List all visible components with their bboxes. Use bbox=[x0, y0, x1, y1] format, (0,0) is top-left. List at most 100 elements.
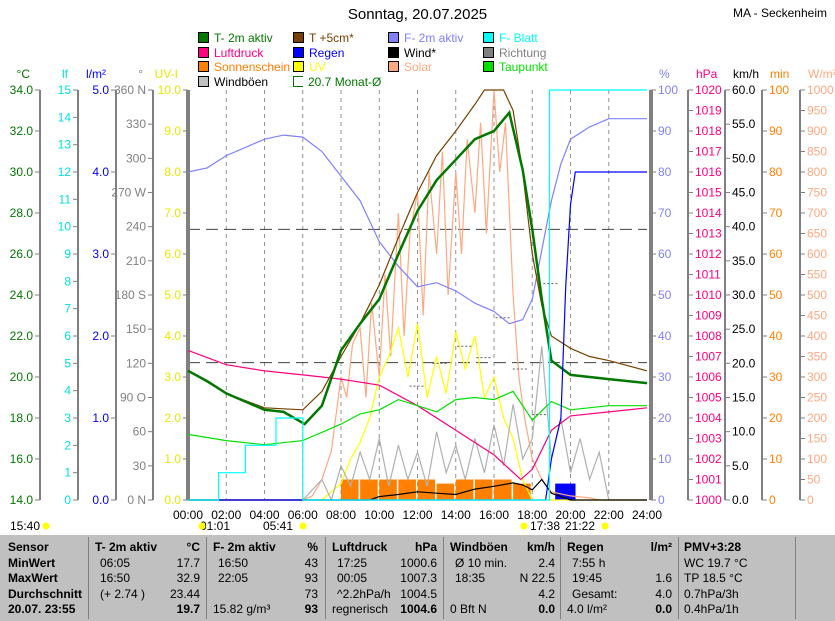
x-tick-label: 08:00 bbox=[326, 508, 356, 522]
axis-tick-label: 9.0 bbox=[164, 124, 181, 138]
series-t-2m-aktiv bbox=[187, 109, 648, 426]
axis-tick-label: 1011 bbox=[695, 268, 721, 282]
cell-value: 4.2 bbox=[538, 586, 555, 601]
axis-tick-label: 30 bbox=[133, 459, 147, 473]
column-divider bbox=[88, 537, 89, 619]
axis-tick-label: 600 bbox=[807, 247, 827, 261]
legend-label: Windböen bbox=[214, 74, 269, 89]
axis-tick-label: 8.0 bbox=[164, 165, 181, 179]
rain-bar bbox=[570, 483, 576, 500]
cell-label: 16:50 bbox=[218, 555, 249, 570]
rain-bar bbox=[566, 483, 572, 500]
cell-label: TP 18.5 °C bbox=[684, 571, 743, 585]
cell-label: 19:45 bbox=[572, 571, 603, 585]
column-header: Regen bbox=[567, 540, 604, 554]
axis-tick-label: 9 bbox=[64, 247, 71, 261]
axis-tick-label: 0 bbox=[807, 493, 814, 507]
x-tick-label: 02:00 bbox=[211, 508, 241, 522]
sunset-icon bbox=[601, 522, 609, 530]
weather-chart: 00:00 02:00 04:00 06:00 08:00 10:00 12:00 14:00… bbox=[10, 67, 835, 533]
axis-tick-label: 50 bbox=[769, 288, 783, 302]
column-divider bbox=[206, 537, 207, 619]
axis-unit-label: W/m² bbox=[808, 67, 835, 81]
station-name: MA - Seckenheim bbox=[732, 6, 827, 20]
column-header: Windböen bbox=[450, 540, 508, 554]
axis-tick-label: 1018 bbox=[695, 124, 722, 138]
legend-label: 20.7 Monat-Ø bbox=[308, 74, 382, 89]
axis-tick-label: 1012 bbox=[695, 247, 722, 261]
axis-tick-label: 240 bbox=[126, 220, 146, 234]
column-divider bbox=[325, 537, 326, 619]
axis-tick-label: 90 bbox=[769, 124, 783, 138]
axis-tick-label: 1006 bbox=[695, 370, 722, 384]
legend-swatch bbox=[198, 32, 209, 43]
axis-tick-label: 1015 bbox=[695, 186, 722, 200]
axis-tick-label: 22.0 bbox=[10, 329, 34, 343]
axis-tick-label: 60 bbox=[133, 425, 147, 439]
axis-tick-label: 1000 bbox=[807, 83, 834, 97]
legend-label: T +5cm* bbox=[309, 31, 354, 45]
sunshine-bar bbox=[341, 479, 359, 500]
legend-label: F- Blatt bbox=[499, 31, 538, 45]
cell-value: 1004.6 bbox=[400, 602, 437, 616]
series-windb-en bbox=[188, 346, 647, 502]
sunrise-icon bbox=[299, 522, 307, 530]
legend-item: Richtung bbox=[483, 46, 546, 60]
legend-swatch bbox=[198, 75, 209, 87]
legend-label: UV bbox=[309, 60, 326, 74]
axis-tick-label: 3.0 bbox=[164, 370, 181, 384]
axis-tick-label: 0 bbox=[64, 493, 71, 507]
x-tick-label: 00:00 bbox=[173, 508, 203, 522]
axis-unit-label: % bbox=[659, 67, 670, 81]
axis-tick-label: 150 bbox=[126, 322, 146, 336]
column-unit: km/h bbox=[526, 540, 555, 554]
rain-bar bbox=[562, 483, 568, 500]
axis-tick-label: 900 bbox=[807, 124, 827, 138]
axis-tick-label: 70 bbox=[769, 206, 783, 220]
stats-table: Sensor MinWert MaxWert Durchschnitt 20.07. 2… bbox=[0, 534, 835, 621]
cell-value: 1000.6 bbox=[400, 555, 437, 570]
row-label: MaxWert bbox=[8, 571, 58, 585]
axis-tick-label: 300 bbox=[807, 370, 827, 384]
axis-tick-label: 1 bbox=[64, 466, 71, 480]
legend-label: Solar bbox=[404, 60, 433, 74]
axis-tick-label: 1005 bbox=[695, 391, 722, 405]
event-time: 05:41 bbox=[263, 519, 293, 533]
axis-tick-label: 1009 bbox=[695, 309, 722, 323]
rain-bar bbox=[555, 483, 561, 500]
axis-tick-label: 1016 bbox=[695, 165, 722, 179]
axis-tick-label: 5.0 bbox=[732, 459, 749, 473]
cell-label: 15.82 g/m³ bbox=[213, 602, 271, 616]
axis-tick-label: 7 bbox=[64, 302, 71, 316]
cell-label: 18:35 bbox=[455, 571, 486, 585]
axis-tick-label: 360 N bbox=[114, 83, 146, 97]
column-unit: % bbox=[307, 540, 318, 554]
page-title: Sonntag, 20.07.2025 bbox=[347, 6, 488, 23]
column-divider bbox=[443, 537, 444, 619]
column-header: Luftdruck bbox=[332, 540, 388, 554]
axis-unit-label: hPa bbox=[696, 67, 718, 81]
axis-unit-label: km/h bbox=[733, 67, 759, 81]
axis-unit-label: UV-I bbox=[155, 67, 178, 81]
axis-tick-label: 20 bbox=[658, 411, 672, 425]
axis-tick-label: 1008 bbox=[695, 329, 722, 343]
axis-tick-label: 4.0 bbox=[92, 165, 109, 179]
cell-label: 0.7hPa/3h bbox=[684, 586, 739, 601]
legend-label: Wind* bbox=[404, 45, 437, 60]
axis-tick-label: 14 bbox=[58, 110, 72, 124]
cell-value: N 22.5 bbox=[519, 571, 555, 585]
axis-tick-label: 10 bbox=[58, 220, 72, 234]
axis-tick-label: 150 bbox=[807, 432, 827, 446]
axis-tick-label: 4.0 bbox=[164, 329, 181, 343]
series-luftdruck bbox=[187, 349, 648, 481]
legend-swatch bbox=[388, 32, 399, 43]
cell-value: 93 bbox=[304, 602, 318, 616]
legend-item: F- 2m aktiv bbox=[388, 31, 463, 45]
row-label: Durchschnitt bbox=[8, 586, 83, 601]
legend-item: 20.7 Monat-Ø bbox=[293, 75, 381, 89]
cell-value: 2.4 bbox=[538, 555, 555, 570]
axis-tick-label: 1017 bbox=[695, 145, 722, 159]
legend-item: Wind* bbox=[388, 46, 436, 60]
column-unit: hPa bbox=[414, 540, 437, 554]
axis-tick-label: 950 bbox=[807, 104, 827, 118]
